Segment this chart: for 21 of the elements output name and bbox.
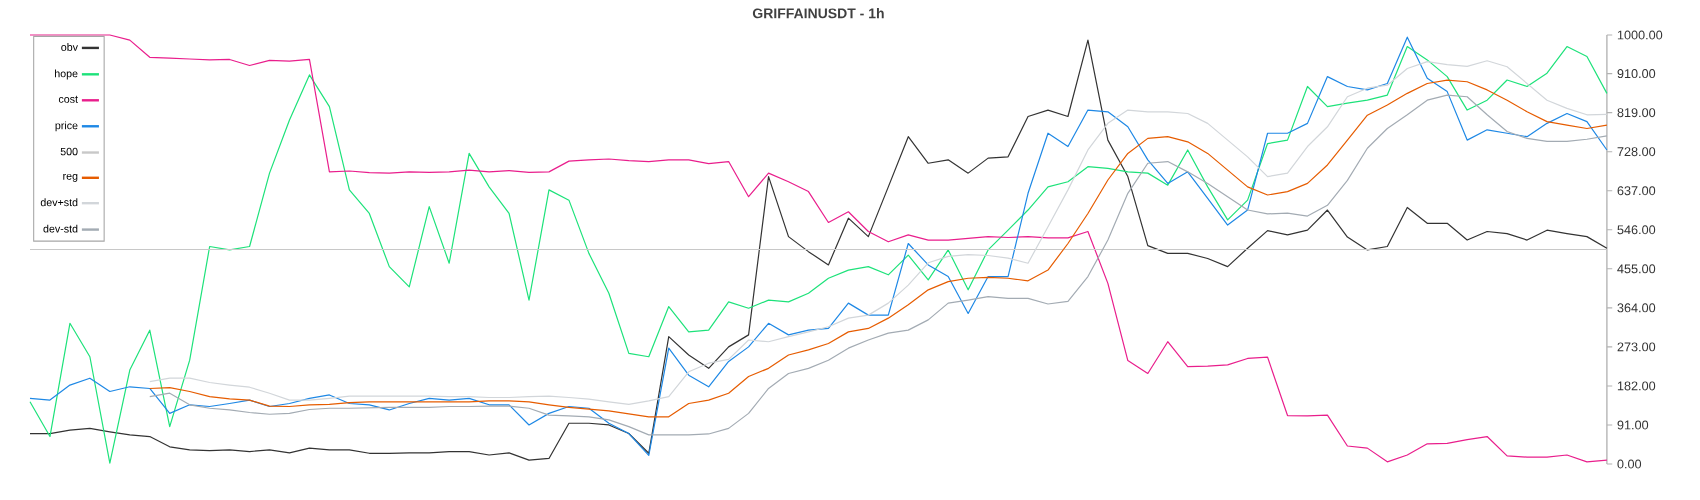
y-tick-label: 273.00 <box>1617 342 1656 352</box>
legend-label: 500 <box>60 147 78 156</box>
y-tick-label: 91.00 <box>1617 420 1649 430</box>
y-tick-label: 819.00 <box>1617 108 1656 118</box>
chart-title: GRIFFAINUSDT - 1h <box>752 8 884 19</box>
legend-label: dev+std <box>40 198 78 207</box>
y-tick-label: 182.00 <box>1617 381 1656 391</box>
legend-label: cost <box>58 95 78 103</box>
legend-label: reg <box>63 173 78 182</box>
y-tick-label: 637.00 <box>1617 186 1656 196</box>
y-tick-label: 364.00 <box>1617 303 1656 313</box>
y-tick-label: 910.00 <box>1617 69 1656 79</box>
legend-label: obv <box>61 43 78 51</box>
y-tick-label: 455.00 <box>1617 264 1656 274</box>
y-tick-label: 546.00 <box>1617 225 1656 235</box>
legend-label: hope <box>55 69 78 80</box>
y-tick-label: 728.00 <box>1617 147 1656 157</box>
y-tick-label: 0.00 <box>1617 459 1642 469</box>
legend-label: price <box>55 121 78 132</box>
legend-label: dev-std <box>43 224 78 233</box>
y-tick-label: 1000.00 <box>1617 30 1663 40</box>
